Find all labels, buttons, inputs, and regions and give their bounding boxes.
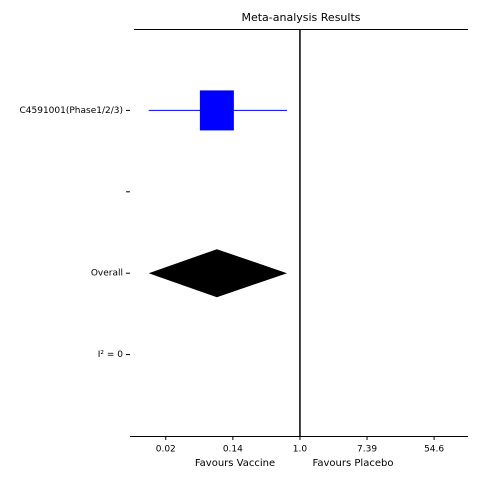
x-label-right: Favours Placebo [313, 458, 394, 469]
overall-diamond [148, 249, 288, 298]
x-tick-label: 0.02 [156, 445, 176, 455]
x-tick-label: 0.14 [223, 445, 243, 455]
x-tick-label: 54.6 [424, 445, 444, 455]
x-tick-label: 1.0 [293, 445, 308, 455]
x-label-left: Favours Vaccine [195, 458, 275, 469]
x-tick-label: 7.39 [357, 445, 377, 455]
y-tick-label: C4591001(Phase1/2/3) [19, 106, 123, 116]
chart-title: Meta-analysis Results [241, 11, 360, 24]
estimate-box [199, 90, 234, 131]
y-tick-label: I² = 0 [98, 350, 124, 360]
y-tick-label: Overall [91, 269, 123, 279]
